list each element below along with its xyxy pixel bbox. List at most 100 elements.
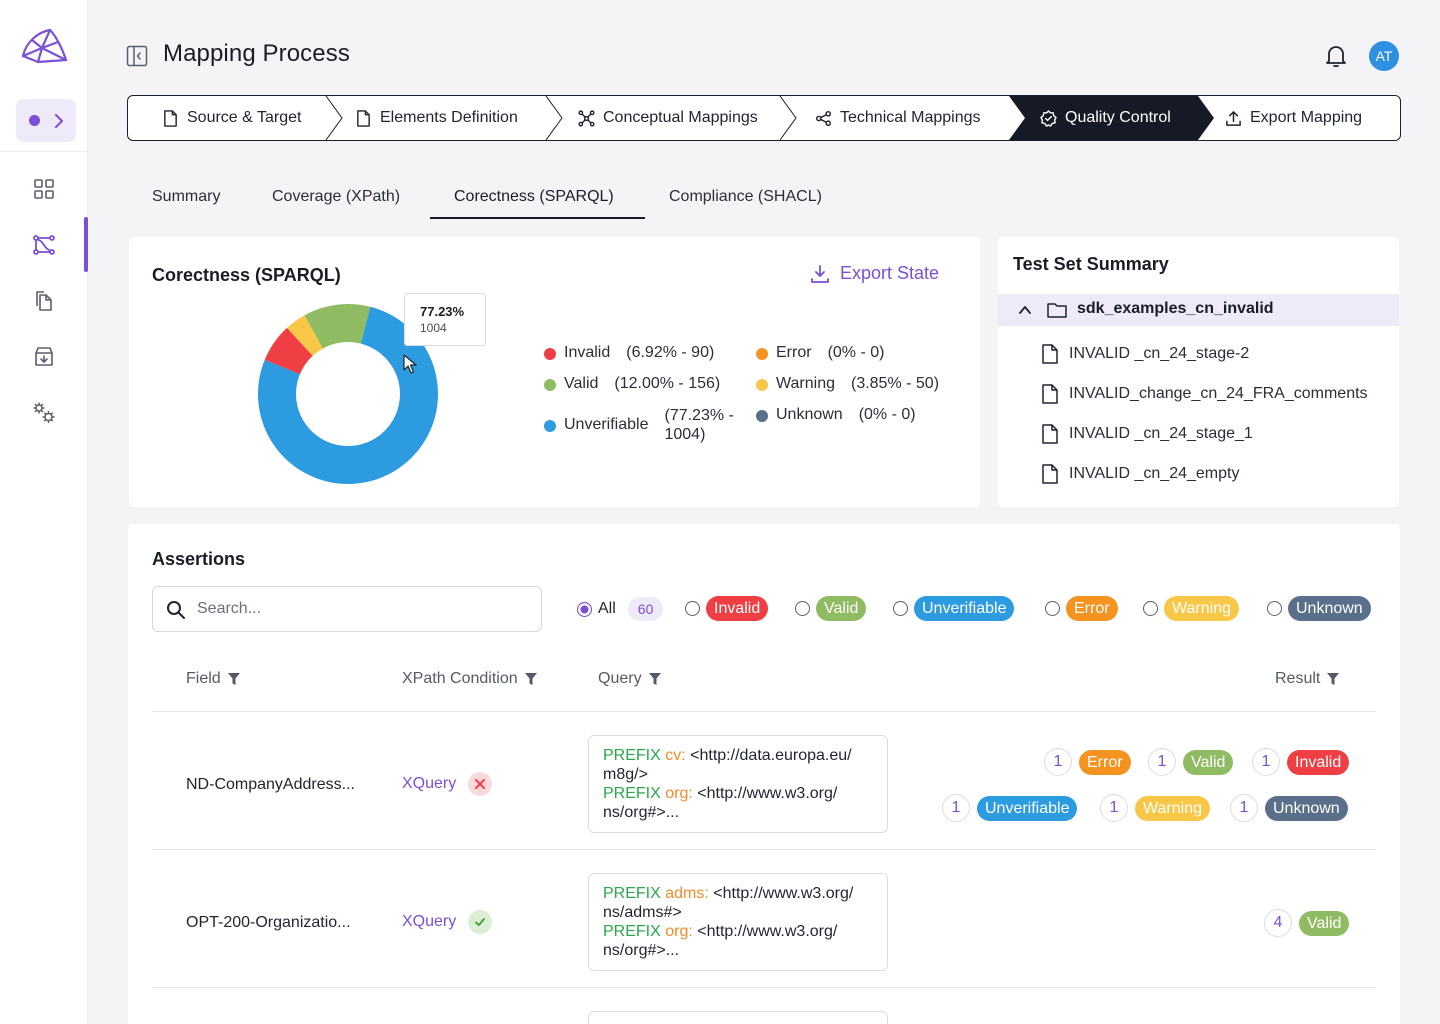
filter-pill: Error [1066, 596, 1118, 621]
settings-gears-icon[interactable] [32, 401, 56, 425]
query-code-box[interactable]: PREFIX adms: <http://www.w3.org/ ns/adms… [588, 873, 888, 971]
filter-funnel-icon[interactable] [1327, 672, 1340, 686]
filter-funnel-icon[interactable] [648, 672, 661, 686]
filter-pill: Warning [1164, 596, 1239, 621]
notification-bell-icon[interactable] [1323, 43, 1349, 69]
stepper-chevrons [325, 96, 1214, 140]
check-icon [468, 910, 493, 934]
step-quality-control[interactable]: Quality Control [1040, 96, 1171, 140]
app-logo-icon[interactable] [20, 26, 68, 66]
row-divider [152, 711, 1376, 712]
mapping-flow-icon[interactable] [32, 233, 56, 257]
filter-error[interactable]: Error [1045, 596, 1118, 621]
xquery-link[interactable]: XQuery [402, 775, 457, 792]
test-set-title: Test Set Summary [1013, 254, 1169, 274]
result-pill: Error [1079, 749, 1131, 775]
filter-funnel-icon[interactable] [227, 672, 240, 686]
step-technical-mappings[interactable]: Technical Mappings [815, 96, 981, 140]
test-file-item[interactable]: INVALID _cn_24_empty [1041, 464, 1239, 484]
step-conceptual-mappings[interactable]: Conceptual Mappings [578, 96, 758, 140]
donut-slice-invalid[interactable] [264, 327, 313, 375]
xquery-link[interactable]: XQuery [402, 913, 457, 930]
step-source-target[interactable]: Source & Target [162, 96, 301, 140]
donut-slice-warning[interactable] [286, 315, 323, 356]
test-file-item[interactable]: INVALID _cn_24_stage-2 [1041, 344, 1249, 364]
radio[interactable] [1045, 601, 1060, 616]
collapse-panel-icon[interactable] [126, 45, 148, 67]
column-header-xpath: XPath Condition [402, 670, 537, 688]
legend-label: Unverifiable [564, 416, 649, 433]
row-divider [152, 987, 1376, 988]
legend-dot [756, 348, 768, 360]
file-icon [1042, 344, 1058, 364]
sidebar-expand-button[interactable] [16, 99, 76, 142]
filter-unverifiable[interactable]: Unverifiable [893, 596, 1015, 621]
archive-download-icon[interactable] [32, 345, 56, 369]
tab-coverage-xpath[interactable]: Coverage (XPath) [272, 188, 401, 205]
filter-funnel-icon[interactable] [524, 672, 537, 686]
filter-valid[interactable]: Valid [795, 596, 867, 621]
query-line: PREFIX cv: <http://data.europa.eu/ [603, 747, 852, 764]
donut-slice-valid[interactable] [304, 304, 371, 349]
search-input[interactable] [197, 597, 527, 621]
filter-invalid[interactable]: Invalid [685, 596, 769, 621]
upload-icon [1226, 110, 1241, 126]
assertions-card: Assertions All 60 Invalid Valid Unverifi… [128, 524, 1400, 1024]
query-code-box[interactable] [588, 1011, 888, 1024]
filter-warning[interactable]: Warning [1143, 596, 1239, 621]
column-header-result: Result [1275, 670, 1340, 688]
copy-documents-icon[interactable] [32, 289, 56, 313]
file-icon [1042, 384, 1058, 404]
test-file-item[interactable]: INVALID _cn_24_stage_1 [1041, 424, 1253, 444]
step-label: Source & Target [187, 109, 302, 126]
tab-compliance-shacl[interactable]: Compliance (SHACL) [669, 188, 822, 205]
radio[interactable] [685, 601, 700, 616]
result-invalid: 1 Invalid [1252, 748, 1350, 776]
step-label: Quality Control [1065, 109, 1171, 126]
filter-pill: Invalid [706, 596, 769, 621]
step-export-mapping[interactable]: Export Mapping [1225, 96, 1362, 140]
page-title: Mapping Process [163, 40, 350, 67]
search-icon [167, 601, 185, 619]
step-elements-definition[interactable]: Elements Definition [355, 96, 518, 140]
query-line: ns/org#>... [603, 942, 680, 959]
legend-value: (3.85% - 50) [850, 375, 940, 392]
query-code-box[interactable]: PREFIX cv: <http://data.europa.eu/ m8g/>… [588, 735, 888, 833]
filter-unknown[interactable]: Unknown [1267, 596, 1371, 621]
file-name: INVALID _cn_24_stage-2 [1069, 345, 1250, 362]
radio[interactable] [795, 601, 810, 616]
tab-corectness-sparql[interactable]: Corectness (SPARQL) [454, 188, 614, 205]
result-pill: Warning [1135, 795, 1210, 821]
chevron-up-icon[interactable] [1018, 303, 1032, 317]
result-pill: Valid [1299, 910, 1350, 936]
radio[interactable] [1267, 601, 1282, 616]
badge-check-icon [1040, 109, 1057, 127]
test-folder-row[interactable]: sdk_examples_cn_invalid [998, 294, 1399, 326]
user-avatar[interactable]: AT [1369, 41, 1399, 71]
radio[interactable] [1143, 601, 1158, 616]
donut-slice-unverifiable[interactable] [258, 306, 438, 484]
status-dot [28, 115, 40, 126]
legend-value-line1: (77.23% - [664, 407, 734, 424]
dashboard-icon[interactable] [32, 177, 56, 201]
test-file-item[interactable]: INVALID_change_cn_24_FRA_comments [1041, 384, 1368, 404]
legend-warning: Warning (3.85% - 50) [756, 375, 939, 393]
radio-selected[interactable] [577, 601, 592, 617]
export-state-button[interactable]: Export State [810, 263, 939, 284]
process-stepper: Source & Target Elements Definition Conc… [127, 95, 1401, 141]
legend-dot [756, 379, 768, 391]
chevron-right-icon [54, 113, 63, 128]
legend-dot [544, 348, 556, 360]
query-line: ns/adms#> [603, 904, 682, 921]
filter-all[interactable]: All 60 [577, 597, 664, 621]
filter-pill: Unknown [1288, 596, 1371, 621]
legend-label: Invalid [564, 344, 611, 361]
legend-dot [544, 420, 556, 432]
radio[interactable] [893, 601, 908, 616]
tooltip-percent: 77.23% [420, 304, 465, 319]
correctness-donut-chart[interactable] [258, 304, 438, 484]
legend-value: (12.00% - 156) [614, 375, 721, 392]
sidebar-active-indicator [84, 217, 88, 272]
result-count: 4 [1264, 909, 1292, 937]
tab-summary[interactable]: Summary [152, 188, 221, 205]
